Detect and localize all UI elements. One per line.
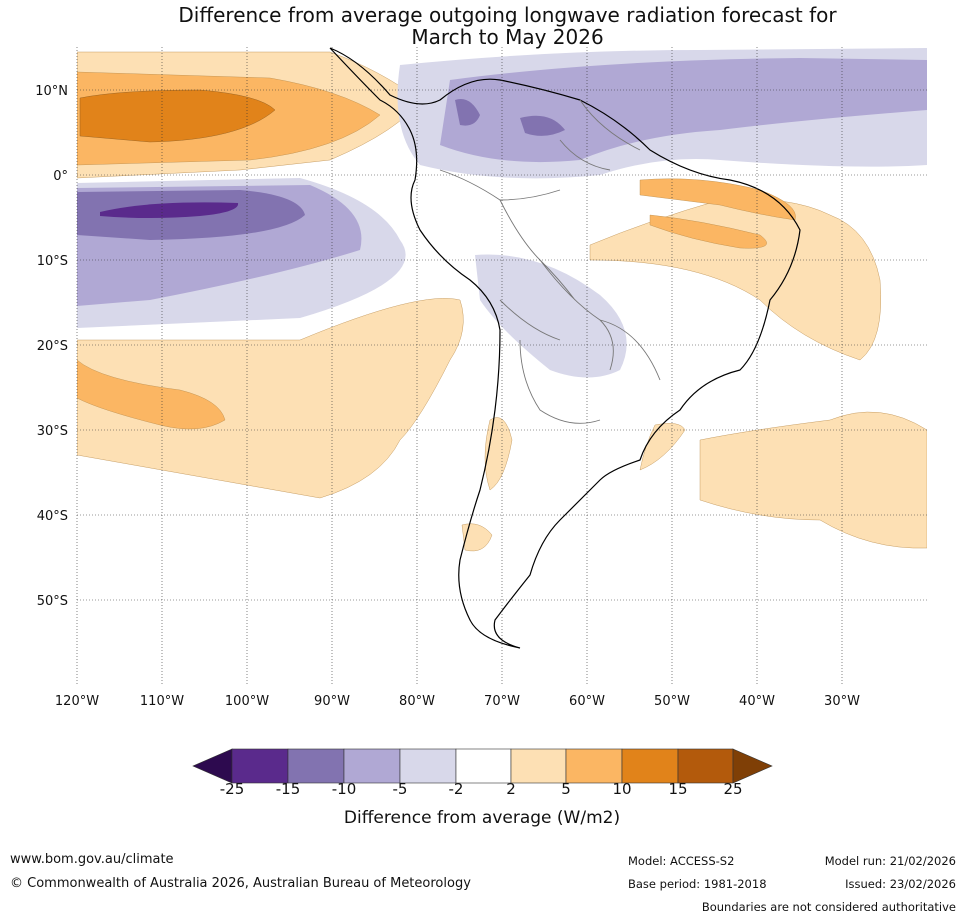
lat-label: 20°S [37, 339, 68, 354]
lon-label: 40°W [739, 694, 775, 709]
anomaly-pos-mid-sp [77, 359, 226, 430]
colorbar-segment [565, 748, 623, 784]
lat-label: 0° [53, 169, 68, 184]
lon-label: 100°W [225, 694, 269, 709]
anomaly-field [77, 48, 927, 552]
chart-title: Difference from average outgoing longwav… [0, 4, 965, 48]
lat-label: 30°S [37, 424, 68, 439]
anomaly-pos-light-atl [589, 198, 881, 361]
anomaly-pos-light-uruguay [639, 423, 686, 471]
colorbar-tick-label: -2 [448, 780, 464, 798]
title-line-1: Difference from average outgoing longwav… [178, 3, 837, 27]
lon-label: 90°W [314, 694, 350, 709]
anomaly-neg-light-interior [475, 254, 627, 378]
graticule [76, 47, 927, 685]
anomaly-pos-light-sp [77, 298, 464, 499]
anomaly-pos-strong-nw [79, 89, 276, 143]
anomaly-pos-light-satl [699, 411, 927, 549]
colorbar-tick-label: -5 [392, 780, 408, 798]
lat-label: 10°S [37, 254, 68, 269]
colorbar-tick-label: 25 [723, 780, 743, 798]
anomaly-neg-strong-nsa [455, 99, 565, 136]
colorbar-segment [287, 748, 345, 784]
colorbar-tick-label: 2 [506, 780, 516, 798]
colorbar-segment [231, 748, 289, 784]
colorbar-min-arrow [192, 748, 233, 784]
lon-label: 50°W [654, 694, 690, 709]
base-period: Base period: 1981-2018 [628, 877, 767, 891]
colorbar-tick-label: -25 [219, 780, 245, 798]
boundary-disclaimer: Boundaries are not considered authoritat… [701, 900, 956, 914]
colorbar-segment [621, 748, 679, 784]
colorbar-segment [399, 748, 457, 784]
model-run: Model run: 21/02/2026 [824, 854, 956, 868]
issued-date: Issued: 23/02/2026 [845, 877, 956, 891]
colorbar-tick-label: 5 [561, 780, 571, 798]
colorbar [192, 748, 773, 784]
colorbar-tick-label: 15 [668, 780, 688, 798]
colorbar-segment [510, 748, 567, 784]
anomaly-pos-light-chile [461, 417, 513, 552]
model-name: Model: ACCESS-S2 [628, 854, 735, 868]
lat-label: 40°S [37, 509, 68, 524]
lon-label: 70°W [484, 694, 520, 709]
lat-label: 10°N [35, 84, 68, 99]
lon-label: 110°W [140, 694, 184, 709]
colorbar-tick-label: -15 [275, 780, 301, 798]
copyright: © Commonwealth of Australia 2026, Austra… [10, 876, 471, 891]
anomaly-neg-extreme-pac [100, 202, 239, 218]
lon-label: 80°W [399, 694, 435, 709]
lat-label: 50°S [37, 594, 68, 609]
colorbar-max-arrow [732, 748, 773, 784]
anomaly-pos-mid-atl [639, 178, 796, 249]
lon-label: 120°W [55, 694, 99, 709]
colorbar-tick-label: 10 [612, 780, 632, 798]
continent-outline [329, 47, 801, 649]
title-line-2: March to May 2026 [411, 25, 604, 49]
lon-label: 30°W [824, 694, 860, 709]
colorbar-title: Difference from average (W/m2) [343, 808, 621, 828]
colorbar-segment [343, 748, 401, 784]
lon-label: 60°W [569, 694, 605, 709]
anomaly-neg-mid-nsa [440, 58, 927, 163]
colorbar-tick-label: -10 [331, 780, 357, 798]
country-borders [439, 99, 661, 424]
colorbar-segment [677, 748, 734, 784]
colorbar-segment [455, 748, 512, 784]
website-link[interactable]: www.bom.gov.au/climate [10, 852, 174, 867]
